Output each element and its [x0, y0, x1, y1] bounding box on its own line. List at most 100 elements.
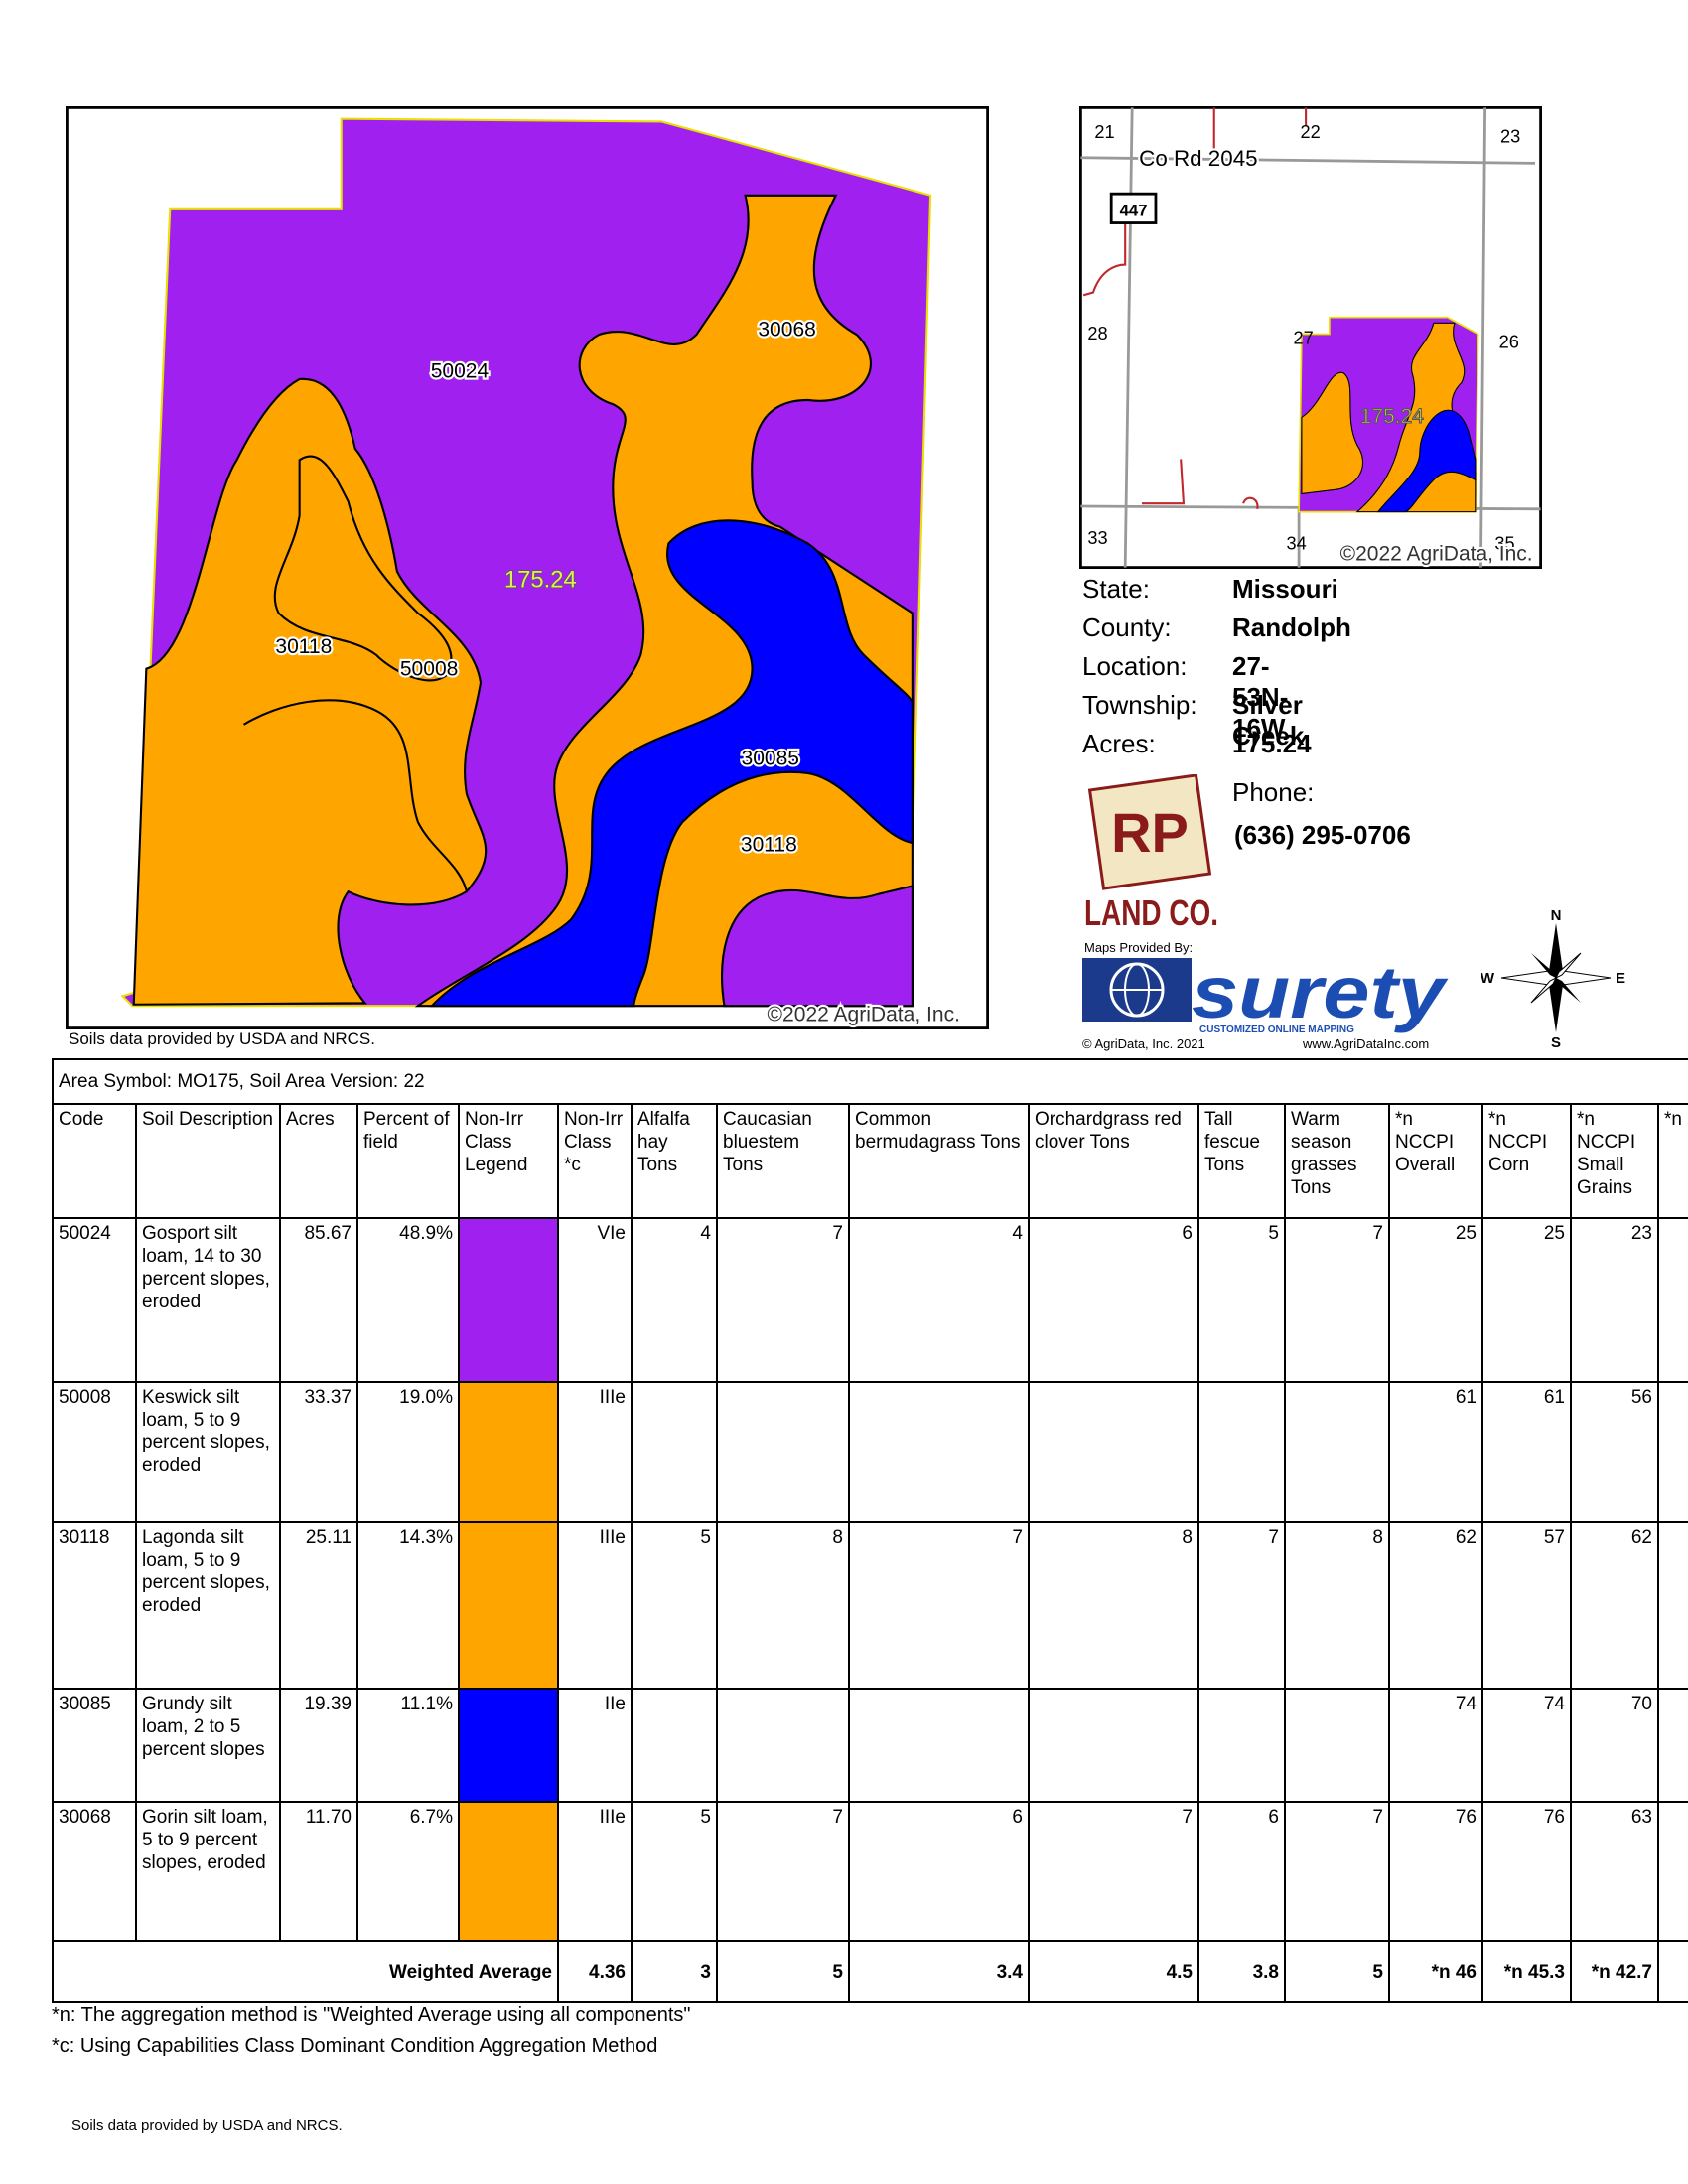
table-cell: 8: [1028, 1521, 1199, 1690]
table-cell: 6: [1028, 1217, 1199, 1383]
table-cell: [716, 1688, 850, 1803]
table-cell: IIIe: [557, 1801, 633, 1942]
land-co: LAND CO.: [1084, 892, 1218, 933]
table-cell: 57: [1481, 1521, 1572, 1690]
table-cell: 6.7%: [356, 1801, 460, 1942]
inset-acres-label: 175.24: [1360, 405, 1425, 428]
table-cell: 19.0%: [356, 1381, 460, 1523]
table-cell: [1656, 1688, 1688, 1803]
table-cell: [1656, 1217, 1688, 1383]
table-cell: 62: [1388, 1521, 1483, 1690]
info-label: Acres:: [1082, 729, 1156, 758]
road-name: Co Rd 2045: [1139, 146, 1257, 171]
table-cell: 76: [1481, 1801, 1572, 1942]
table-cell: IIIe: [557, 1521, 633, 1690]
table-cell: [1656, 1521, 1688, 1690]
footer-cell: *n 46: [1388, 1940, 1483, 2003]
header-cell: Percent of field: [356, 1103, 460, 1219]
compass-e: E: [1616, 970, 1625, 987]
header-cell: Soil Description: [135, 1103, 281, 1219]
table-cell: [1284, 1381, 1390, 1523]
map-copyright: ©2022 AgriData, Inc.: [768, 1004, 960, 1026]
table-cell: [631, 1688, 718, 1803]
table-cell: 25: [1388, 1217, 1483, 1383]
table-cell: [848, 1688, 1030, 1803]
data-row: 50008 Keswick silt loam, 5 to 9 percent s…: [52, 1381, 1688, 1523]
header-cell: Non-Irr Class Legend: [458, 1103, 559, 1219]
footer-cell: [1656, 1940, 1688, 2003]
table-cell: 74: [1481, 1688, 1572, 1803]
section-number: 21: [1094, 122, 1114, 142]
header-cell: *n NCCPI Corn: [1481, 1103, 1572, 1219]
table-cell: [1656, 1801, 1688, 1942]
map-label: 30085: [742, 747, 799, 769]
table-caption: Area Symbol: MO175, Soil Area Version: 2…: [52, 1058, 1688, 1105]
table-cell: [631, 1381, 718, 1523]
phone-number: (636) 295-0706: [1234, 820, 1411, 850]
header-cell: Warm season grasses Tons: [1284, 1103, 1390, 1219]
table-cell: 7: [1284, 1801, 1390, 1942]
table-cell: [1028, 1688, 1199, 1803]
footnote: *n: The aggregation method is "Weighted …: [52, 2004, 691, 2026]
header-cell: Code: [52, 1103, 137, 1219]
table-cell: 63: [1570, 1801, 1659, 1942]
table-cell: 30085: [52, 1688, 137, 1803]
table-cell: 11.1%: [356, 1688, 460, 1803]
maps-provided-by: Maps Provided By:: [1084, 940, 1193, 955]
footer-cell: 3.8: [1197, 1940, 1286, 2003]
section-number: 28: [1087, 324, 1107, 343]
info-value: 27-53N-16W: [1232, 651, 1289, 743]
table-cell: 7: [1197, 1521, 1286, 1690]
table-cell: Gorin silt loam, 5 to 9 percent slopes, …: [135, 1801, 281, 1942]
table-cell: 8: [716, 1521, 850, 1690]
table-cell: IIe: [557, 1688, 633, 1803]
footer-cell: 4.5: [1028, 1940, 1199, 2003]
table-cell: 4: [848, 1217, 1030, 1383]
table-cell: 11.70: [279, 1801, 358, 1942]
compass-n: N: [1551, 908, 1562, 924]
table-cell: Lagonda silt loam, 5 to 9 percent slopes…: [135, 1521, 281, 1690]
table-cell: 56: [1570, 1381, 1659, 1523]
table-cell: 48.9%: [356, 1217, 460, 1383]
caption-row: Area Symbol: MO175, Soil Area Version: 2…: [52, 1058, 1688, 1105]
compass: N S W E: [1481, 908, 1625, 1047]
table-cell: [1656, 1381, 1688, 1523]
table-cell: [1197, 1381, 1286, 1523]
foot: Weighted Average 4.36 3 5 3.4 4.5 3.8 5 *n 46 *n …: [52, 1940, 1688, 2003]
inset-map: 21 22 23 28 27 26 33 34 35 Co Rd 2045 44…: [1079, 106, 1542, 569]
table-cell: [1284, 1688, 1390, 1803]
section-number: 22: [1301, 122, 1321, 142]
table-cell: 50008: [52, 1381, 137, 1523]
table-cell: VIe: [557, 1217, 633, 1383]
table-cell: 14.3%: [356, 1521, 460, 1690]
soil-table-wrap: Area Symbol: MO175, Soil Area Version: 2…: [52, 1058, 1688, 2003]
table-cell: Keswick silt loam, 5 to 9 percent slopes…: [135, 1381, 281, 1523]
info-label: Township:: [1082, 690, 1197, 720]
legend-swatch: [458, 1521, 559, 1690]
table-cell: 5: [631, 1521, 718, 1690]
header-cell: Acres: [279, 1103, 358, 1219]
header-row: Code Soil Description Acres Percent of fiel…: [52, 1103, 1688, 1219]
table-cell: 85.67: [279, 1217, 358, 1383]
footnote: *c: Using Capabilities Class Dominant Co…: [52, 2035, 658, 2057]
table-cell: 61: [1388, 1381, 1483, 1523]
soil-table: Area Symbol: MO175, Soil Area Version: 2…: [52, 1058, 1688, 2003]
surety-logo: surety CUSTOMIZED ONLINE MAPPING © AgriD…: [1082, 958, 1449, 1051]
header-cell: *n NCCPI Overall: [1388, 1103, 1483, 1219]
section-number: 26: [1499, 332, 1519, 351]
legend-swatch: [458, 1801, 559, 1942]
table-cell: 5: [631, 1801, 718, 1942]
table-cell: 74: [1388, 1688, 1483, 1803]
table-cell: 6: [848, 1801, 1030, 1942]
surety-url: www.AgriDataInc.com: [1302, 1036, 1429, 1051]
compass-w: W: [1481, 970, 1495, 987]
data-row: 30068 Gorin silt loam, 5 to 9 percent slo…: [52, 1801, 1688, 1942]
table-cell: 62: [1570, 1521, 1659, 1690]
header-cell: Alfalfa hay Tons: [631, 1103, 718, 1219]
table-cell: 50024: [52, 1217, 137, 1383]
legend-swatch: [458, 1688, 559, 1803]
table-cell: 25: [1481, 1217, 1572, 1383]
info-value: Randolph: [1232, 613, 1351, 642]
legend-swatch: [458, 1381, 559, 1523]
